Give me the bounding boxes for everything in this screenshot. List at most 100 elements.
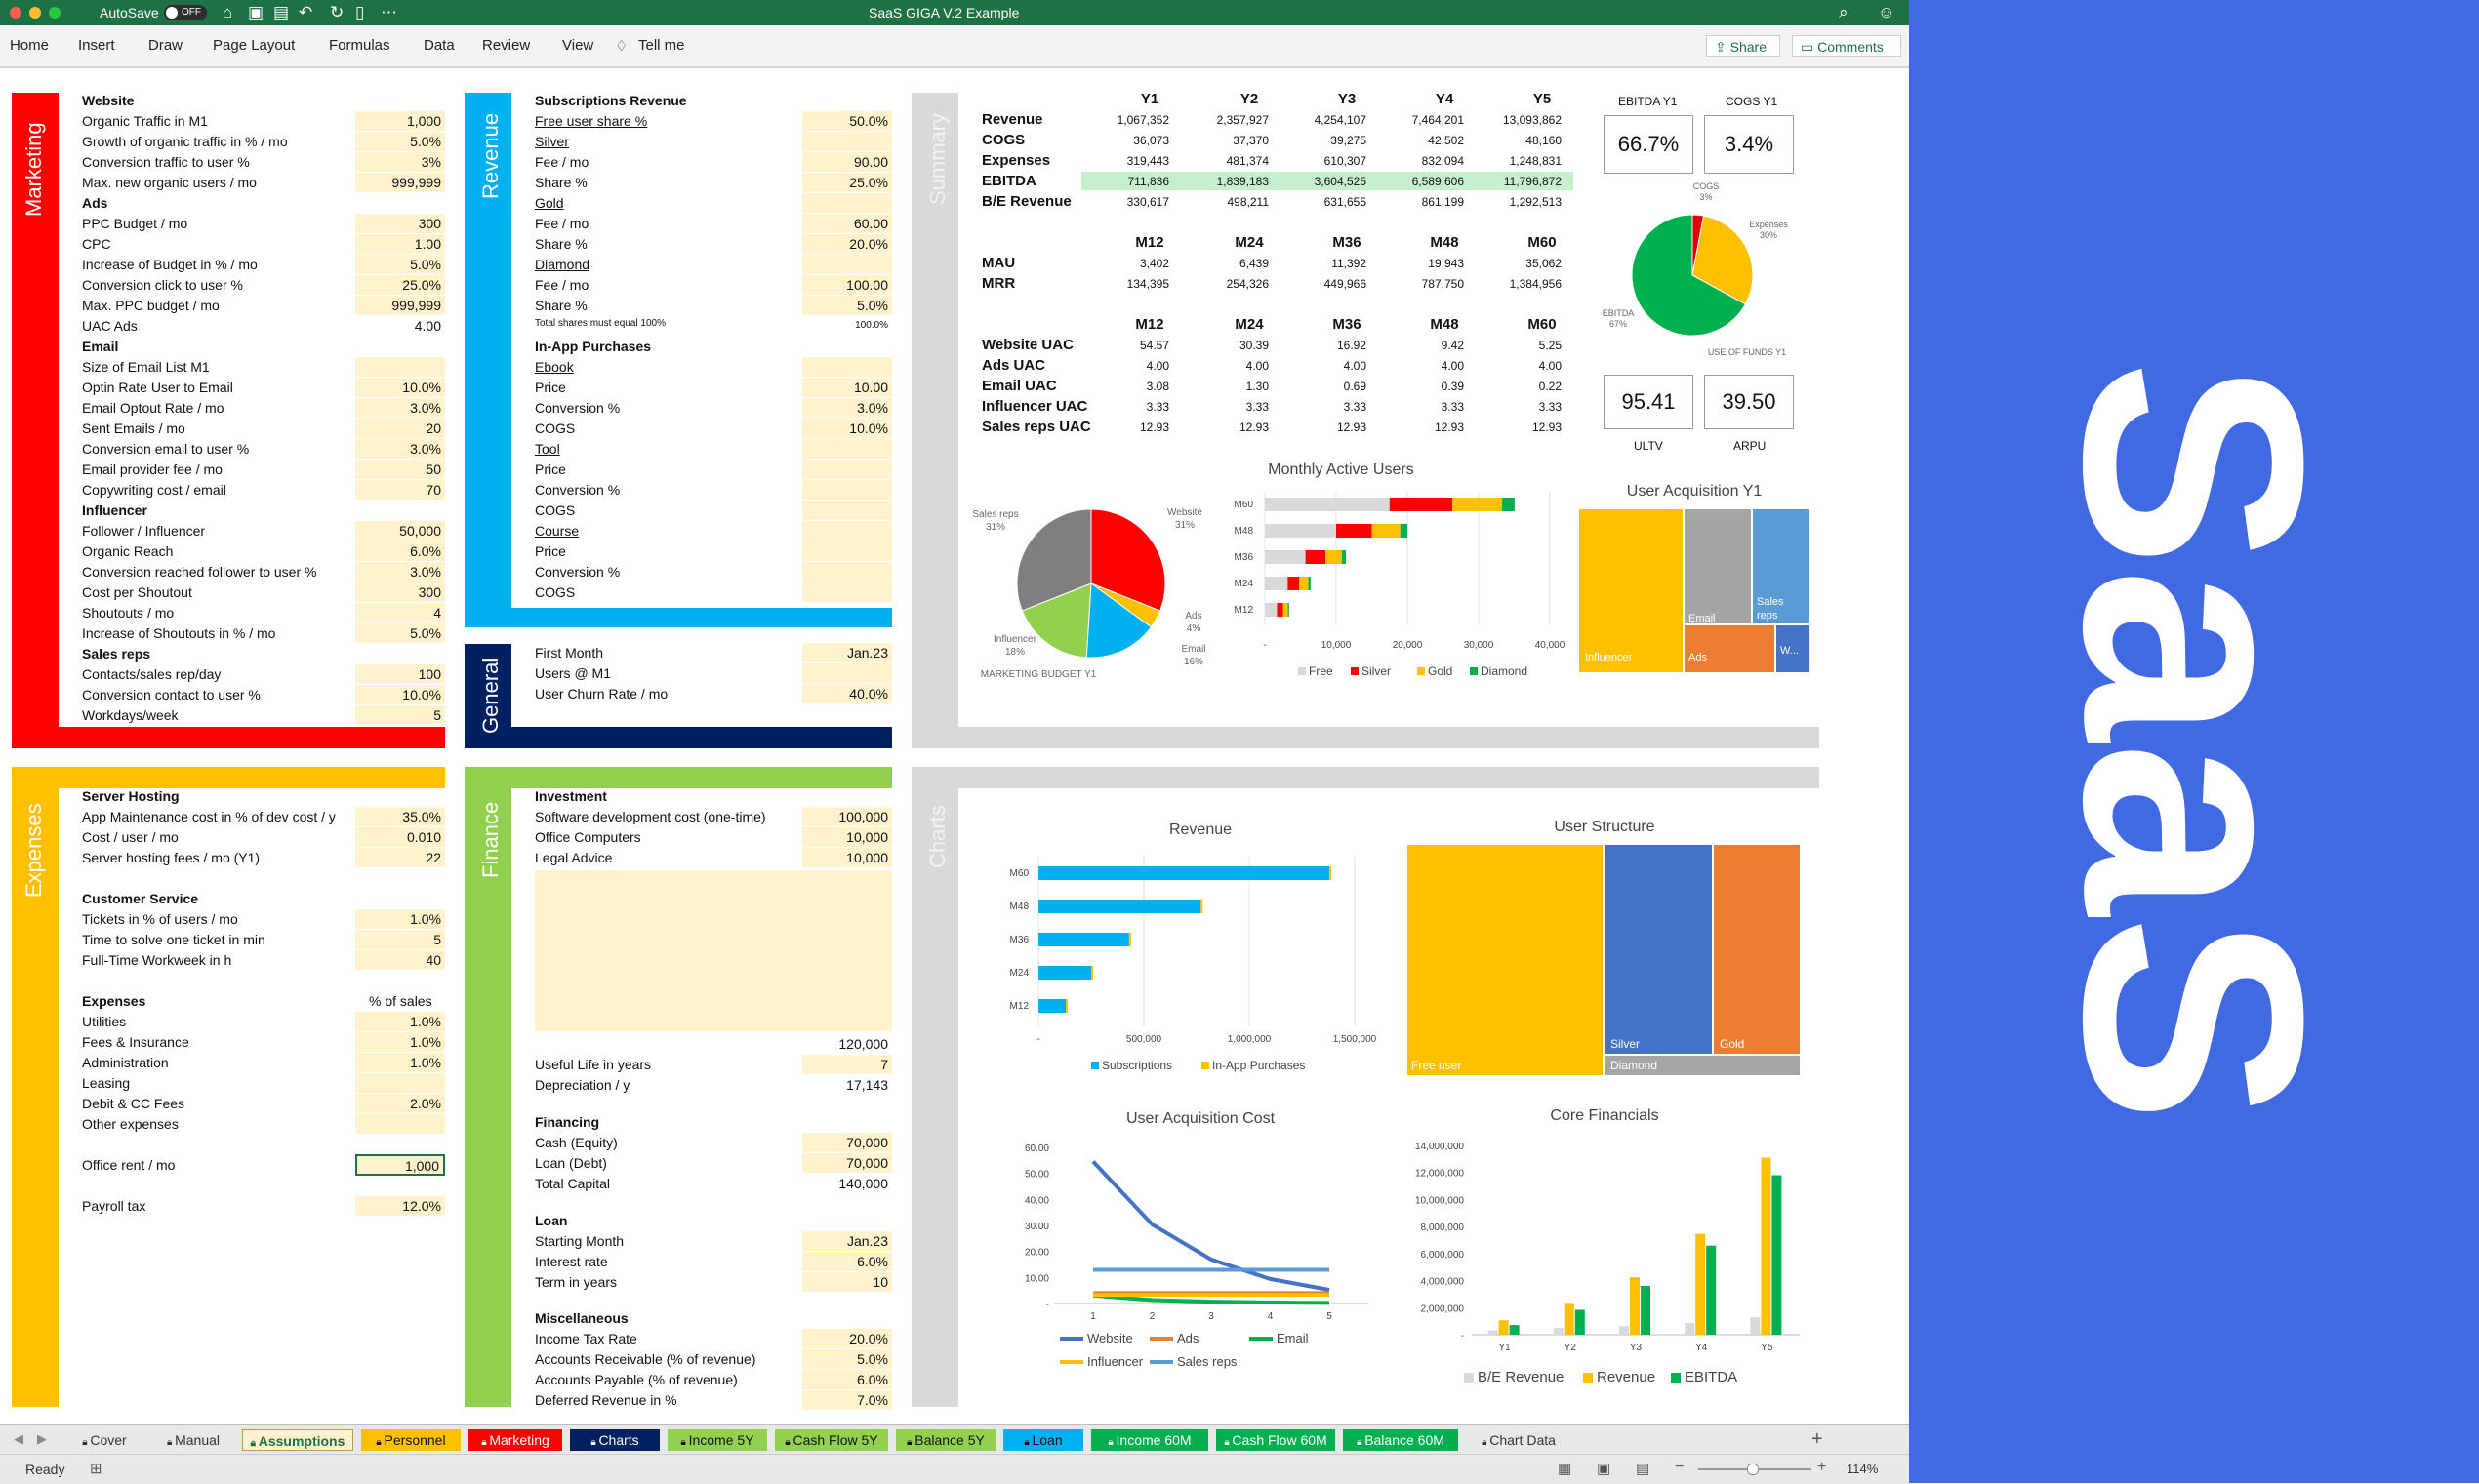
revenue-input-value[interactable]: 3.0% [802, 398, 892, 418]
revenue-input-value[interactable]: 5.0% [802, 296, 892, 315]
undo-icon[interactable]: ↶ [299, 3, 313, 21]
revenue-input-value[interactable]: 100.00 [802, 275, 892, 295]
expenses-input-value[interactable]: 0.010 [355, 827, 445, 847]
revenue-input-value[interactable]: 100.0% [855, 320, 888, 331]
sheet-tab-marketing[interactable]: 🔒︎ Marketing [468, 1429, 562, 1451]
revenue-input-value[interactable]: 20.0% [802, 234, 892, 254]
expenses-input-value[interactable]: 1.0% [355, 1032, 445, 1052]
revenue-input-value[interactable] [802, 132, 892, 151]
revenue-input-value[interactable] [802, 501, 892, 520]
revenue-input-value[interactable] [802, 562, 892, 582]
finance-input-value[interactable]: 7 [802, 1055, 892, 1074]
revenue-input-value[interactable] [802, 255, 892, 274]
scroll-left-icon[interactable]: ◀ [14, 1431, 23, 1446]
expenses-input-value[interactable]: 40 [355, 950, 445, 970]
account-icon[interactable]: ☺ [1878, 3, 1895, 21]
marketing-input-value[interactable]: 6.0% [355, 541, 445, 561]
menu-draw[interactable]: Draw [148, 37, 183, 54]
expenses-input-value[interactable] [355, 1073, 445, 1093]
add-sheet-button[interactable]: + [1811, 1428, 1823, 1450]
menu-view[interactable]: View [562, 37, 594, 54]
marketing-input-value[interactable]: 10.0% [355, 378, 445, 397]
expenses-input-value[interactable]: 22 [355, 848, 445, 867]
search-icon[interactable]: ⌕ [1839, 3, 1849, 21]
marketing-input-value[interactable]: 3.0% [355, 562, 445, 582]
marketing-input-value[interactable]: 20 [355, 419, 445, 438]
sheet-tab-balance-5y[interactable]: 🔒︎ Balance 5Y [896, 1429, 996, 1451]
expenses-input-value[interactable]: 1.0% [355, 1053, 445, 1072]
expenses-input-value[interactable]: 1.0% [355, 909, 445, 929]
marketing-input-value[interactable]: 3.0% [355, 439, 445, 459]
marketing-input-value[interactable]: 1.00 [355, 234, 445, 254]
page-layout-view-icon[interactable]: ▣ [1597, 1461, 1611, 1477]
sheet-tab-cover[interactable]: 🔒︎ Cover [64, 1429, 144, 1451]
new-document-icon[interactable]: ▯ [355, 3, 365, 21]
marketing-input-value[interactable]: 5.0% [355, 132, 445, 151]
expenses-input-value[interactable]: 1.0% [355, 1012, 445, 1031]
worksheet[interactable]: Marketing Website Organic Traffic in M1 1,… [0, 68, 1909, 1429]
finance-input-value[interactable]: 5.0% [802, 1349, 892, 1370]
revenue-input-value[interactable]: 60.00 [802, 214, 892, 233]
marketing-input-value[interactable]: 3% [355, 152, 445, 172]
finance-input-value[interactable]: 70,000 [802, 1132, 892, 1152]
menu-formulas[interactable]: Formulas [329, 37, 390, 54]
general-input-value[interactable]: Jan.23 [802, 643, 892, 662]
marketing-input-value[interactable]: 5 [355, 705, 445, 725]
marketing-input-value[interactable]: 999,999 [355, 173, 445, 192]
sheet-tab-chart-data[interactable]: 🔒︎ Chart Data [1466, 1429, 1571, 1451]
sheet-tab-charts[interactable]: 🔒︎ Charts [570, 1429, 660, 1451]
revenue-input-value[interactable] [802, 439, 892, 459]
revenue-input-value[interactable]: 50.0% [802, 111, 892, 131]
revenue-input-value[interactable] [802, 582, 892, 602]
expenses-input-value[interactable]: 35.0% [355, 807, 445, 826]
marketing-input-value[interactable]: 300 [355, 582, 445, 602]
sheet-tab-assumptions[interactable]: 🔒︎ Assumptions [242, 1429, 353, 1451]
finance-input-value[interactable]: 6.0% [802, 1370, 892, 1390]
home-icon[interactable]: ⌂ [223, 3, 233, 21]
revenue-input-value[interactable] [802, 193, 892, 213]
close-window-button[interactable] [10, 7, 21, 19]
general-input-value[interactable] [802, 663, 892, 683]
menu-home[interactable]: Home [10, 37, 50, 54]
marketing-input-value[interactable]: 10.0% [355, 685, 445, 704]
comments-button[interactable]: ▭ Comments [1792, 35, 1901, 57]
redo-icon[interactable]: ↻ [330, 3, 345, 21]
marketing-input-value[interactable]: 4 [355, 603, 445, 622]
page-break-view-icon[interactable]: ▤ [1636, 1461, 1650, 1477]
sheet-tab-balance-60m[interactable]: 🔒︎ Balance 60M [1343, 1429, 1458, 1451]
finance-input-value[interactable]: 70,000 [802, 1152, 892, 1173]
marketing-input-value[interactable]: 50,000 [355, 521, 445, 541]
marketing-input-value[interactable]: 4.00 [414, 318, 441, 334]
marketing-input-value[interactable]: 300 [355, 214, 445, 233]
scroll-right-icon[interactable]: ▶ [37, 1431, 47, 1446]
sheet-tab-income-60m[interactable]: 🔒︎ Income 60M [1091, 1429, 1208, 1451]
revenue-input-value[interactable]: 90.00 [802, 152, 892, 172]
menu-data[interactable]: Data [424, 37, 455, 54]
marketing-input-value[interactable]: 999,999 [355, 296, 445, 315]
revenue-input-value[interactable] [802, 541, 892, 561]
sheet-tab-manual[interactable]: 🔒︎ Manual [152, 1429, 234, 1451]
zoom-slider-handle[interactable] [1747, 1464, 1759, 1475]
finance-input-value[interactable]: 10 [802, 1271, 892, 1292]
expenses-input-value[interactable]: 5 [355, 930, 445, 949]
finance-input-value[interactable]: Jan.23 [802, 1230, 892, 1251]
marketing-input-value[interactable]: 70 [355, 480, 445, 500]
finance-input-value[interactable]: 100,000 [802, 807, 892, 826]
normal-view-icon[interactable]: ▦ [1558, 1461, 1572, 1477]
share-button[interactable]: ⇪ Share [1706, 35, 1780, 57]
marketing-input-value[interactable]: 5.0% [355, 623, 445, 643]
revenue-input-value[interactable] [802, 357, 892, 377]
menu-page-layout[interactable]: Page Layout [213, 37, 296, 54]
zoom-level[interactable]: 114% [1847, 1462, 1879, 1476]
sheet-tab-loan[interactable]: 🔒︎ Loan [1003, 1429, 1083, 1451]
expenses-input-value[interactable]: 2.0% [355, 1094, 445, 1113]
maximize-window-button[interactable] [49, 7, 61, 19]
marketing-input-value[interactable]: 100 [355, 664, 445, 684]
revenue-input-value[interactable]: 10.0% [802, 419, 892, 438]
more-icon[interactable]: ⋯ [381, 3, 397, 21]
macro-record-icon[interactable]: ⊞ [90, 1461, 102, 1477]
zoom-out-button[interactable]: − [1675, 1459, 1685, 1475]
marketing-input-value[interactable]: 1,000 [355, 111, 445, 131]
general-input-value[interactable]: 40.0% [802, 684, 892, 703]
marketing-input-value[interactable]: 25.0% [355, 275, 445, 295]
